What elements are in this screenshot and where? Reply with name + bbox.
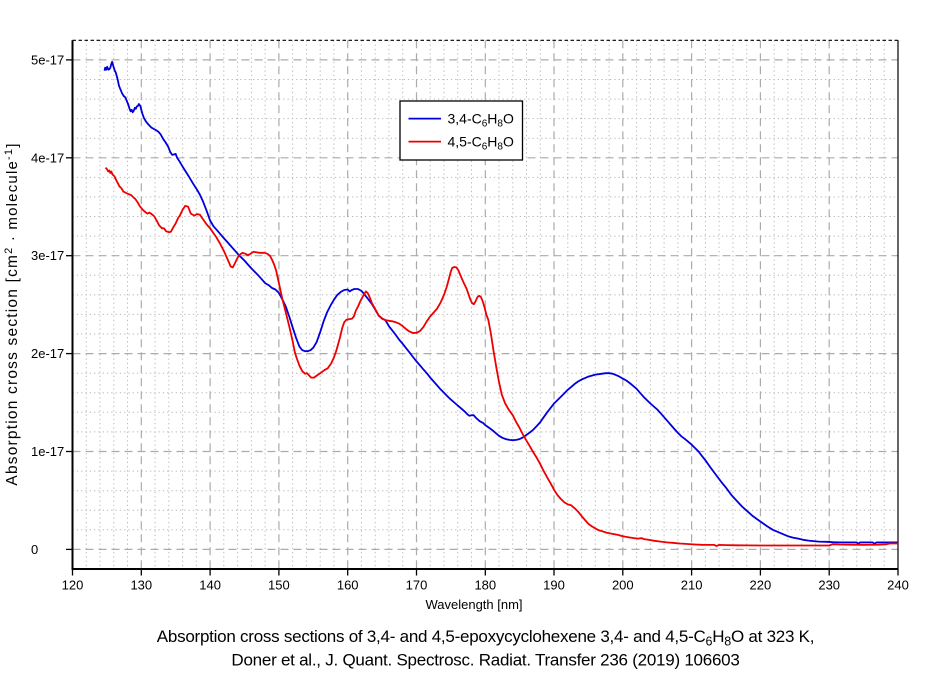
svg-text:190: 190 — [543, 578, 565, 593]
svg-text:140: 140 — [199, 578, 221, 593]
svg-text:4,5-C6H8O: 4,5-C6H8O — [448, 133, 514, 152]
svg-text:200: 200 — [612, 578, 634, 593]
svg-text:240: 240 — [887, 578, 909, 593]
svg-text:220: 220 — [750, 578, 772, 593]
svg-text:130: 130 — [130, 578, 152, 593]
svg-text:3,4-C6H8O: 3,4-C6H8O — [448, 110, 514, 129]
svg-text:180: 180 — [474, 578, 496, 593]
svg-text:160: 160 — [337, 578, 359, 593]
svg-text:1e-17: 1e-17 — [31, 444, 64, 459]
svg-text:Doner et al., J. Quant. Spectr: Doner et al., J. Quant. Spectrosc. Radia… — [231, 651, 739, 670]
svg-text:0: 0 — [31, 542, 38, 557]
svg-text:3e-17: 3e-17 — [31, 248, 64, 263]
svg-text:4e-17: 4e-17 — [31, 150, 64, 165]
svg-text:230: 230 — [818, 578, 840, 593]
svg-text:120: 120 — [62, 578, 84, 593]
svg-text:5e-17: 5e-17 — [31, 52, 64, 67]
svg-text:Absorption cross sections of 3: Absorption cross sections of 3,4- and 4,… — [157, 627, 814, 649]
svg-text:210: 210 — [681, 578, 703, 593]
svg-text:170: 170 — [406, 578, 428, 593]
svg-text:Wavelength [nm]: Wavelength [nm] — [425, 597, 522, 612]
svg-text:150: 150 — [268, 578, 290, 593]
svg-text:2e-17: 2e-17 — [31, 346, 64, 361]
svg-text:Absorption cross section [cm2: Absorption cross section [cm2 · molecule… — [3, 142, 21, 485]
